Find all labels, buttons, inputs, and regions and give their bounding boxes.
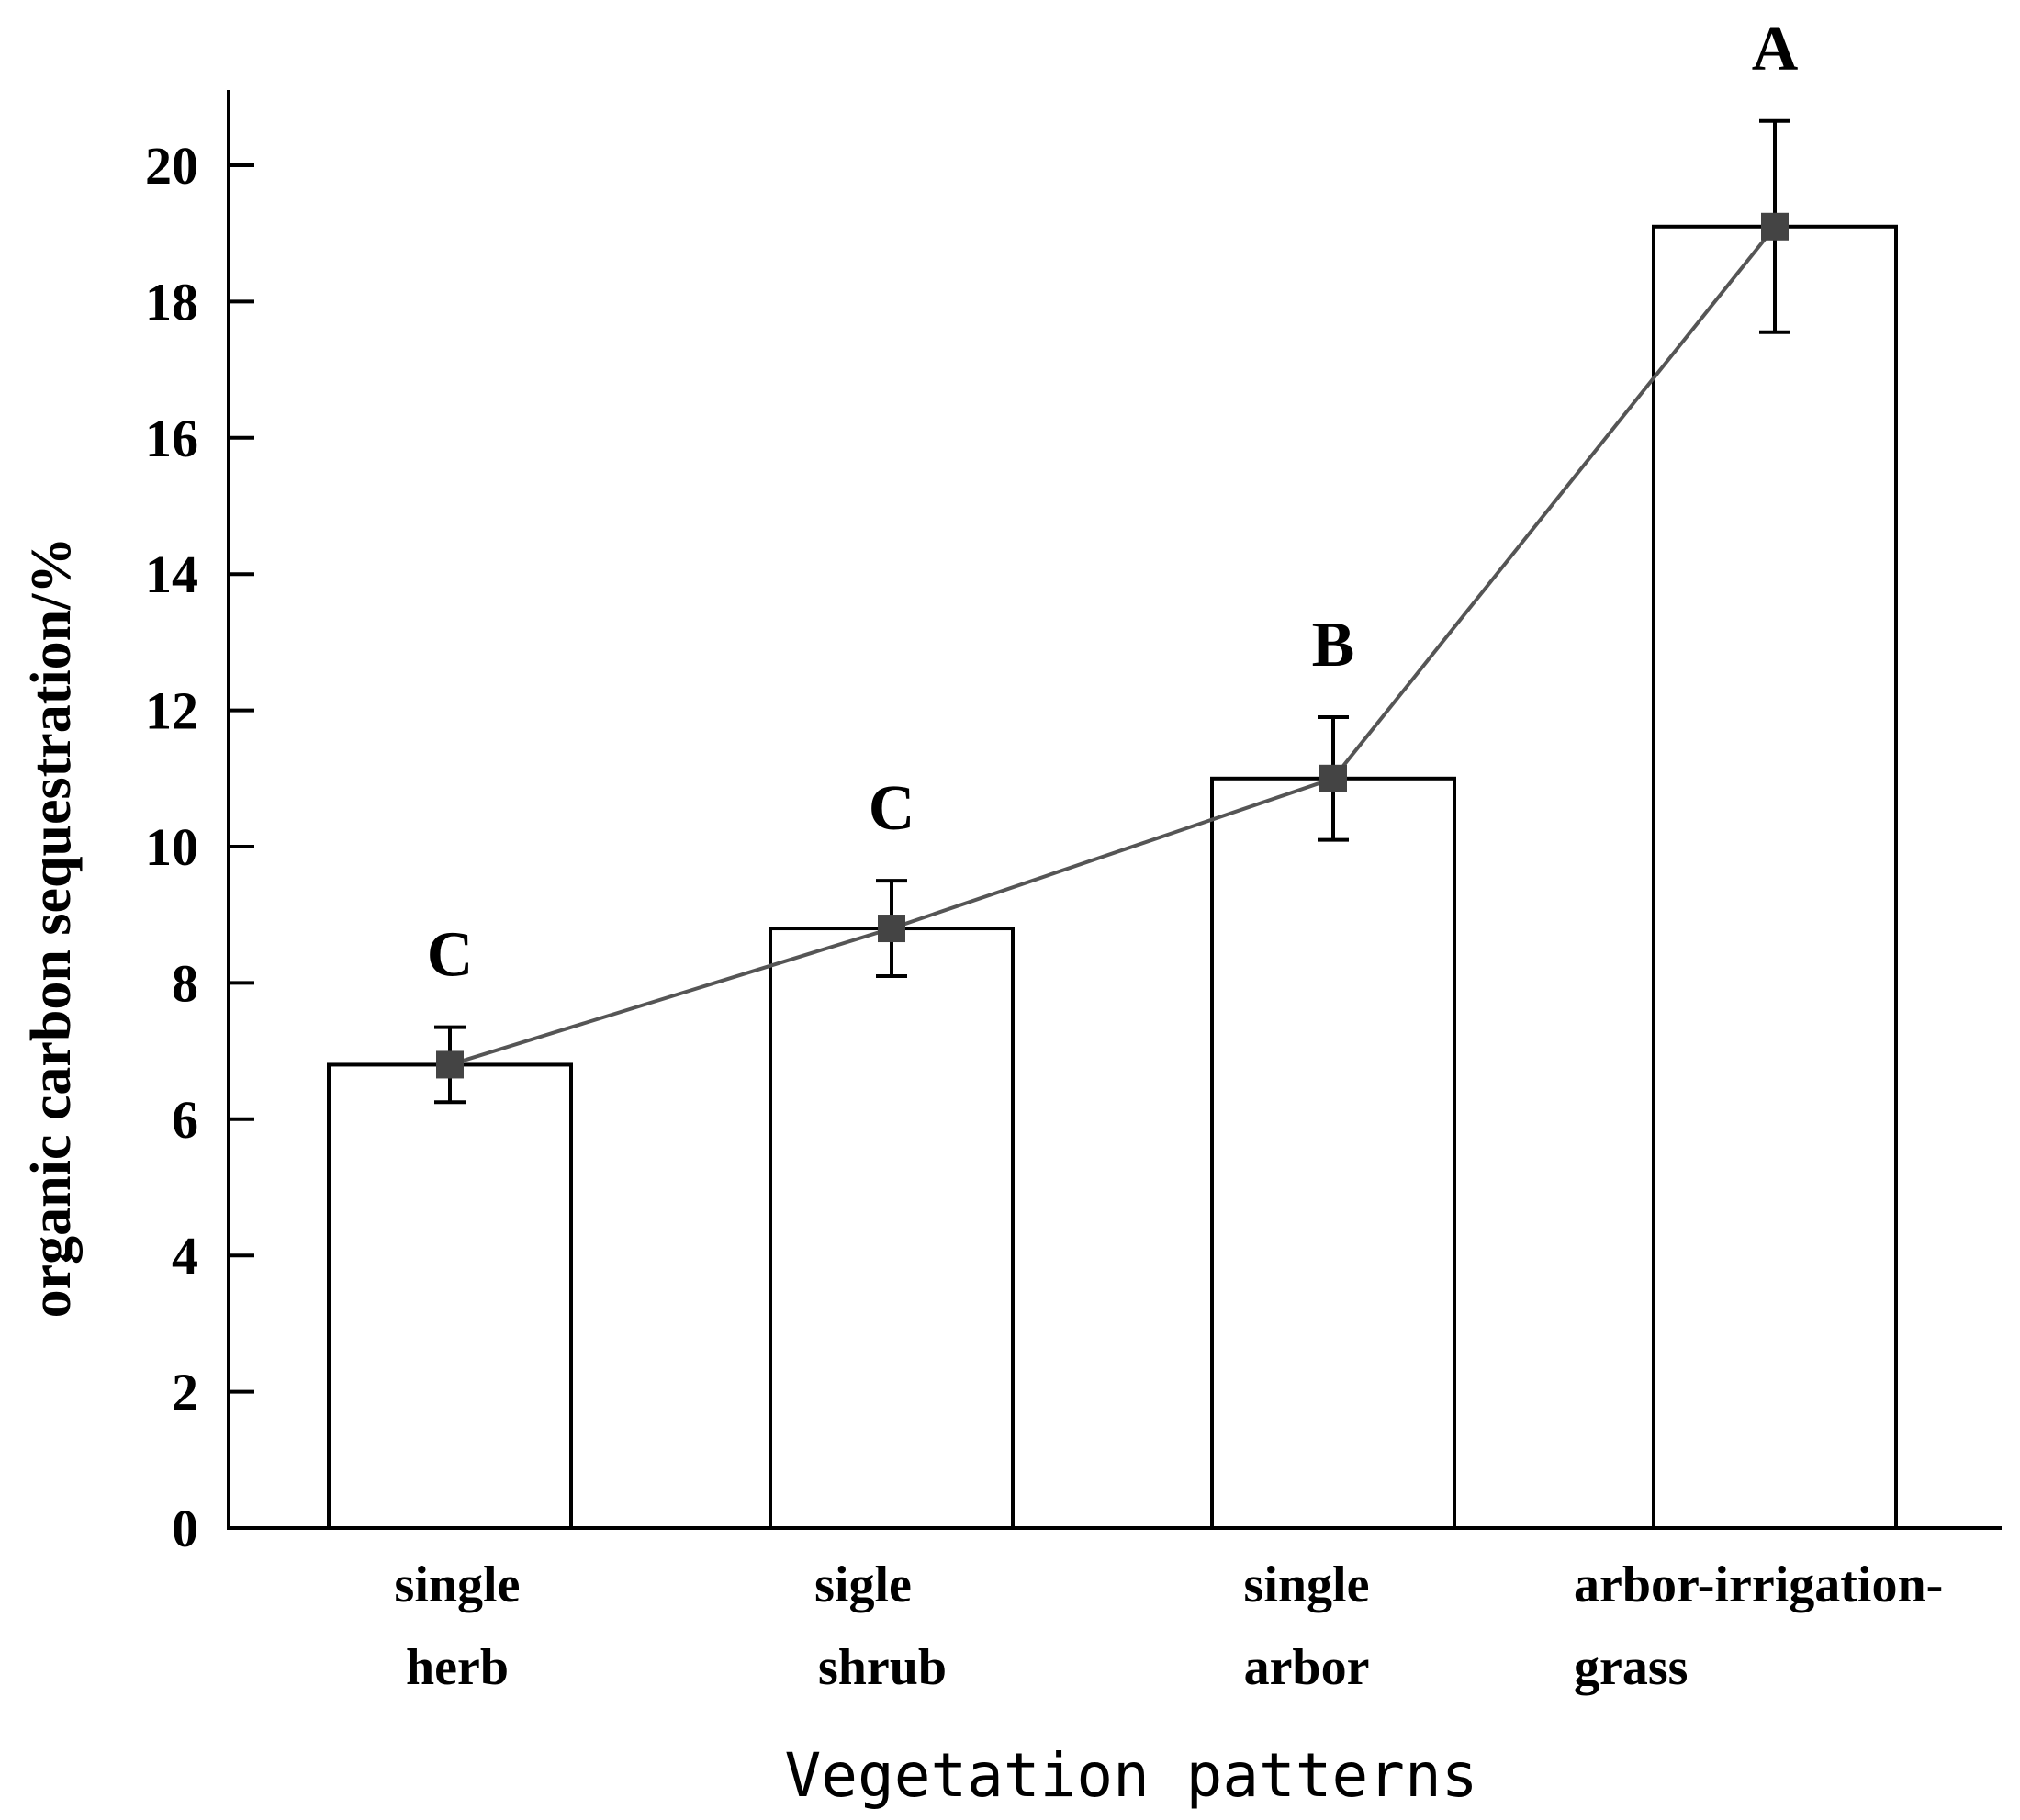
y-tick-label: 8 (172, 953, 198, 1013)
y-tick-label: 16 (145, 409, 198, 468)
significance-letter: B (1312, 610, 1355, 680)
bars (327, 118, 1898, 1530)
x-category-label-line: shrub (818, 1639, 947, 1696)
y-ticks: 0 2 4 6 8 10 12 14 16 18 20 (145, 136, 254, 1558)
y-tick-label: 10 (145, 817, 198, 877)
x-category-labels: single herb sigle shrub single arbor arbor-irr… (395, 1556, 1944, 1696)
y-tick-label: 18 (145, 272, 198, 331)
data-point-marker (1761, 212, 1789, 241)
x-category-label-line: single (395, 1556, 521, 1613)
y-tick-label: 20 (145, 136, 198, 196)
x-category-label-line: herb (406, 1639, 509, 1696)
y-tick-label: 0 (172, 1499, 198, 1558)
data-point-marker (878, 915, 905, 943)
bar (1652, 224, 1898, 1530)
x-category-label: single herb (395, 1556, 521, 1696)
y-tick-label: 6 (172, 1090, 198, 1150)
trend-line-series (436, 212, 1789, 1079)
significance-letter: A (1752, 14, 1799, 84)
y-tick-label: 12 (145, 681, 198, 741)
bar (769, 927, 1015, 1530)
x-category-label: sigle shrub (814, 1556, 947, 1696)
x-category-label-line: arbor-irrigation- (1574, 1556, 1943, 1613)
significance-letter: C (427, 920, 474, 991)
x-axis-title: Vegetation patterns (785, 1740, 1478, 1811)
y-tick-label: 2 (172, 1363, 198, 1422)
x-category-label-line: grass (1574, 1639, 1688, 1696)
y-tick-label: 14 (145, 545, 198, 604)
x-category-label-line: single (1244, 1556, 1370, 1613)
bar (1210, 776, 1456, 1530)
data-point-marker (1319, 764, 1347, 792)
data-point-marker (436, 1050, 464, 1079)
bar (327, 1062, 573, 1530)
axes (227, 90, 2002, 1530)
x-category-label: arbor-irrigation-grass (1574, 1556, 1943, 1696)
y-axis-title: organic carbon sequestration/% (20, 537, 83, 1319)
y-tick-label: 4 (172, 1226, 198, 1286)
x-category-label-line: sigle (814, 1556, 912, 1613)
x-category-label-line: arbor (1244, 1639, 1370, 1696)
x-category-label: single arbor (1244, 1556, 1370, 1696)
significance-letters: C C B A (427, 14, 1799, 991)
trend-line (449, 225, 1777, 1067)
significance-letter: C (869, 773, 915, 844)
